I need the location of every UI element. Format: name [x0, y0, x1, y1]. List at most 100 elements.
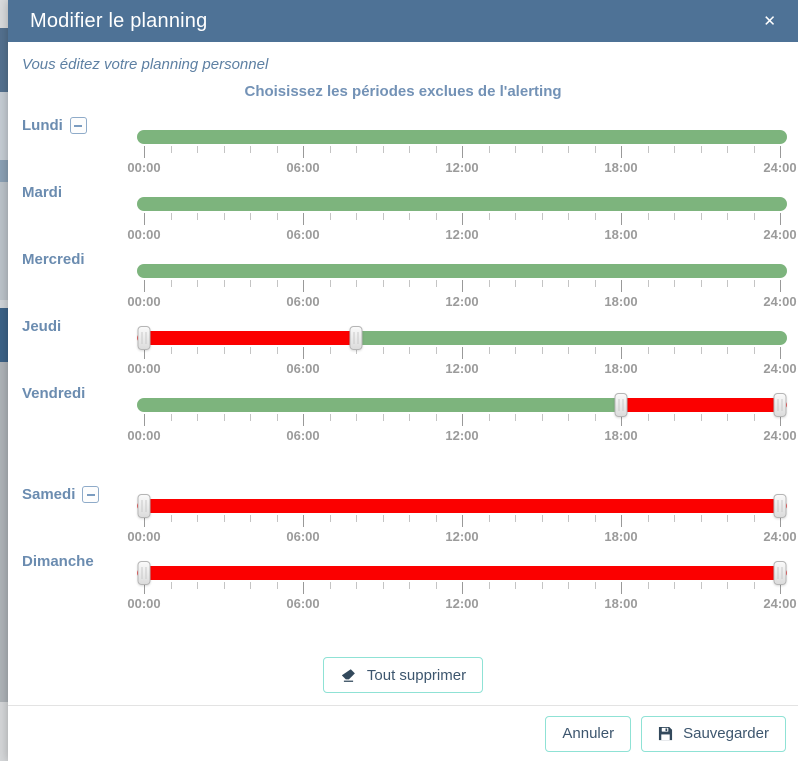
major-tick: [462, 280, 463, 292]
modal-body: Vous éditez votre planning personnel Cho…: [8, 42, 798, 705]
day-row: Jeudi 00:00 06:00 12:00 18:00 24:00: [8, 313, 798, 380]
minor-tick: [329, 347, 331, 354]
slider-handle[interactable]: [137, 494, 151, 518]
time-label: 12:00: [445, 428, 479, 443]
slider-handle[interactable]: [349, 326, 363, 350]
time-label: 12:00: [445, 294, 479, 309]
day-label: Jeudi: [22, 318, 62, 335]
day-row: Mercredi 00:00 06:00 12:00 18:00 24:00: [8, 246, 798, 313]
minor-tick: [700, 213, 702, 220]
minor-tick: [515, 515, 516, 522]
slider-track[interactable]: [137, 264, 787, 278]
remove-day-button[interactable]: [82, 486, 100, 503]
minor-tick: [568, 347, 569, 354]
minor-tick: [223, 213, 225, 220]
time-label: 00:00: [127, 529, 161, 544]
minor-tick: [197, 515, 198, 522]
major-tick: [621, 347, 622, 359]
minor-tick: [674, 146, 675, 153]
slider-segment-included: [137, 398, 625, 412]
background-block: [0, 182, 8, 300]
time-label: 00:00: [127, 227, 161, 242]
time-range-slider[interactable]: 00:00 06:00 12:00 18:00 24:00: [127, 494, 797, 544]
time-range-slider[interactable]: 00:00 06:00 12:00 18:00 24:00: [127, 561, 797, 611]
day-label-group: Samedi: [22, 486, 100, 503]
time-range-slider[interactable]: 00:00 06:00 12:00 18:00 24:00: [127, 130, 797, 175]
day-label-group: Mercredi: [22, 251, 85, 268]
minor-tick: [435, 280, 437, 287]
section-heading: Choisissez les périodes exclues de l'ale…: [244, 83, 562, 100]
time-range-slider[interactable]: 00:00 06:00 12:00 18:00 24:00: [127, 326, 797, 376]
minor-tick: [700, 414, 702, 421]
major-tick: [621, 146, 622, 158]
minor-tick: [250, 414, 251, 421]
major-tick: [144, 213, 145, 225]
time-label: 24:00: [763, 227, 797, 242]
slider-track[interactable]: [137, 499, 787, 513]
minor-tick: [382, 414, 384, 421]
slider-track[interactable]: [137, 197, 787, 211]
slider-handle[interactable]: [137, 326, 151, 350]
slider-handle[interactable]: [773, 494, 787, 518]
major-tick: [462, 146, 463, 158]
minor-tick: [329, 414, 331, 421]
minor-tick: [488, 414, 490, 421]
slider-segment-included: [137, 130, 787, 144]
minor-tick: [647, 146, 649, 153]
minor-tick: [647, 213, 649, 220]
slider-handle[interactable]: [614, 393, 628, 417]
clear-all-button[interactable]: Tout supprimer: [322, 657, 484, 693]
minor-tick: [276, 515, 278, 522]
day-label: Mardi: [22, 184, 63, 201]
day-label-group: Jeudi: [22, 318, 61, 335]
minor-tick: [409, 347, 410, 354]
clear-all-label: Tout supprimer: [366, 666, 467, 684]
slider-track[interactable]: [137, 331, 787, 345]
slider-track[interactable]: [137, 566, 787, 580]
minor-tick: [488, 582, 490, 589]
major-tick: [462, 582, 463, 594]
save-button[interactable]: Sauvegarder: [641, 715, 786, 752]
slider-ticks: [144, 582, 781, 595]
slider-track[interactable]: [137, 398, 787, 412]
major-tick: [780, 347, 781, 359]
minor-tick: [382, 280, 384, 287]
major-tick: [144, 414, 145, 426]
minor-tick: [329, 582, 331, 589]
time-range-slider[interactable]: 00:00 06:00 12:00 18:00 24:00: [127, 197, 797, 242]
major-tick: [780, 515, 781, 527]
slider-handle[interactable]: [773, 393, 787, 417]
minor-tick: [727, 582, 728, 589]
minor-tick: [356, 213, 357, 220]
minor-tick: [356, 515, 357, 522]
minor-tick: [594, 213, 596, 220]
minor-tick: [435, 515, 437, 522]
close-icon[interactable]: ✕: [763, 12, 776, 30]
major-tick: [621, 582, 622, 594]
eraser-icon: [340, 667, 357, 684]
major-tick: [621, 414, 622, 426]
minor-tick: [170, 280, 172, 287]
cancel-button[interactable]: Annuler: [545, 715, 632, 752]
minor-tick: [674, 582, 675, 589]
slider-handle[interactable]: [773, 561, 787, 585]
day-row: Dimanche 00:00 06:00 12:00 18:00 24:00: [8, 548, 798, 615]
minor-tick: [568, 414, 569, 421]
time-label: 18:00: [604, 428, 638, 443]
minor-tick: [197, 280, 198, 287]
minor-tick: [223, 146, 225, 153]
remove-day-button[interactable]: [69, 117, 87, 134]
time-range-slider[interactable]: 00:00 06:00 12:00 18:00 24:00: [127, 393, 797, 443]
slider-track[interactable]: [137, 130, 787, 144]
modal-header: Modifier le planning ✕: [8, 0, 798, 42]
time-label: 00:00: [127, 596, 161, 611]
minor-tick: [409, 213, 410, 220]
minor-tick: [647, 515, 649, 522]
time-label: 24:00: [763, 529, 797, 544]
time-label: 24:00: [763, 596, 797, 611]
minor-tick: [197, 347, 198, 354]
minor-tick: [541, 280, 543, 287]
time-range-slider[interactable]: 00:00 06:00 12:00 18:00 24:00: [127, 264, 797, 309]
minor-tick: [435, 146, 437, 153]
slider-handle[interactable]: [137, 561, 151, 585]
